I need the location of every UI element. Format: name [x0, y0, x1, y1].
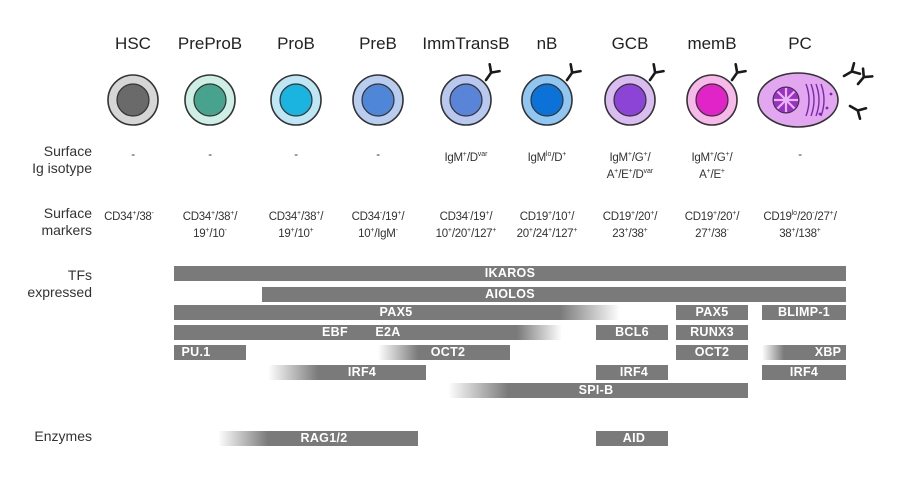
cell-memb-nucleus — [695, 83, 729, 117]
markers-immtransb: CD34-/19+/ 10+/20+/127+ — [435, 210, 497, 240]
er-fold — [815, 83, 820, 117]
bar-xbp: XBP — [762, 345, 846, 360]
bar-ebf: EBF — [174, 325, 562, 340]
cell-hsc-nucleus — [116, 83, 150, 117]
stage-name-preprob: PreProB — [177, 34, 243, 53]
stage-name-pc: PC — [788, 34, 812, 53]
antibody-icon — [648, 62, 665, 82]
cell-preprob-nucleus — [193, 83, 227, 117]
ig-isotype-immtransb: IgM+/Dvar — [444, 151, 488, 164]
vesicle — [829, 92, 833, 96]
cell-illustrations — [107, 62, 874, 128]
stage-name-nb: nB — [536, 34, 558, 53]
stage-name-gcb: GCB — [611, 34, 649, 53]
chromatin-spoke — [776, 99, 787, 110]
stage-name-memb: memB — [687, 34, 737, 53]
bar-irf4-gcb: IRF4 — [596, 365, 668, 380]
chromatin-spoke — [785, 90, 796, 101]
ig-isotype-nb: IgMlo/D+ — [527, 151, 567, 164]
markers-preb: CD34-/19+/ 10+/IgM- — [351, 210, 405, 240]
ig-isotype-gcb: IgM+/G+/ A+/E+/Dvar — [606, 151, 654, 181]
bar-aid: AID — [596, 431, 668, 446]
row-label-surface-markers: Surface markers — [41, 205, 92, 238]
antibody-icon — [848, 104, 868, 120]
bar-spib: SPI-B — [448, 383, 748, 398]
markers-hsc: CD34+/38- — [104, 210, 154, 223]
bar-aiolos: AIOLOS — [262, 287, 846, 302]
ig-isotype-memb: IgM+/G+/ A+/E+ — [691, 151, 733, 181]
stage-name-preb: PreB — [359, 34, 397, 53]
markers-preprob: CD34+/38+/ 19+/10- — [182, 210, 238, 240]
er-fold — [805, 83, 810, 117]
er-fold — [810, 83, 815, 117]
antibody-icon — [565, 62, 582, 82]
antibody-icon — [842, 62, 862, 78]
cell-preb-nucleus — [361, 83, 395, 117]
ig-isotype-preprob: - — [208, 149, 212, 161]
row-label-surface-ig-isotype: Surface Ig isotype — [32, 143, 92, 176]
stage-name-immtransb: ImmTransB — [422, 34, 510, 53]
antibody-icon — [484, 62, 501, 82]
antibody-icon — [730, 62, 747, 82]
stage-name-hsc: HSC — [115, 34, 151, 53]
vesicle — [818, 112, 822, 116]
bar-pax5-memb: PAX5 — [676, 305, 748, 320]
bar-irf4-early: IRF4 — [268, 365, 426, 380]
bar-runx3: RUNX3 — [676, 325, 748, 340]
ig-isotype-pc: - — [798, 149, 802, 161]
markers-nb: CD19+/10+/ 20+/24+/127+ — [516, 210, 578, 240]
ig-isotype-prob: - — [294, 149, 298, 161]
vesicle — [825, 106, 829, 110]
ig-isotype-hsc: - — [131, 149, 135, 161]
bar-ikaros: IKAROS — [174, 266, 846, 281]
bar-e2a: E2A — [375, 325, 401, 339]
ig-isotype-preb: - — [376, 149, 380, 161]
cell-gcb-nucleus — [613, 83, 647, 117]
stage-name-prob: ProB — [277, 34, 315, 53]
row-label-tfs-expressed: TFs expressed — [27, 267, 92, 300]
bar-rag12: RAG1/2 — [218, 431, 418, 446]
markers-gcb: CD19+/20+/ 23+/38+ — [602, 210, 658, 240]
markers-prob: CD34+/38+/ 19+/10+ — [268, 210, 324, 240]
antibody-icon — [856, 67, 874, 86]
chromatin-spoke — [785, 99, 796, 110]
markers-pc: CD19lo/20-/27+/ 38+/138+ — [763, 210, 837, 240]
bar-pu1: PU.1 — [174, 345, 246, 360]
cell-prob-nucleus — [279, 83, 313, 117]
cell-immtransb-nucleus — [449, 83, 483, 117]
chromatin-spoke — [776, 90, 787, 101]
bar-blimp1: BLIMP-1 — [762, 305, 846, 320]
bar-pax5-early: PAX5 — [174, 305, 620, 320]
cell-nb-nucleus — [530, 83, 564, 117]
bar-oct2-early: OCT2 — [378, 345, 510, 360]
bar-irf4-pc: IRF4 — [762, 365, 846, 380]
row-label-enzymes: Enzymes — [34, 428, 92, 444]
bar-oct2-memb: OCT2 — [676, 345, 748, 360]
bar-bcl6: BCL6 — [596, 325, 668, 340]
markers-memb: CD19+/20+/ 27+/38- — [684, 210, 740, 240]
er-fold — [820, 83, 825, 117]
